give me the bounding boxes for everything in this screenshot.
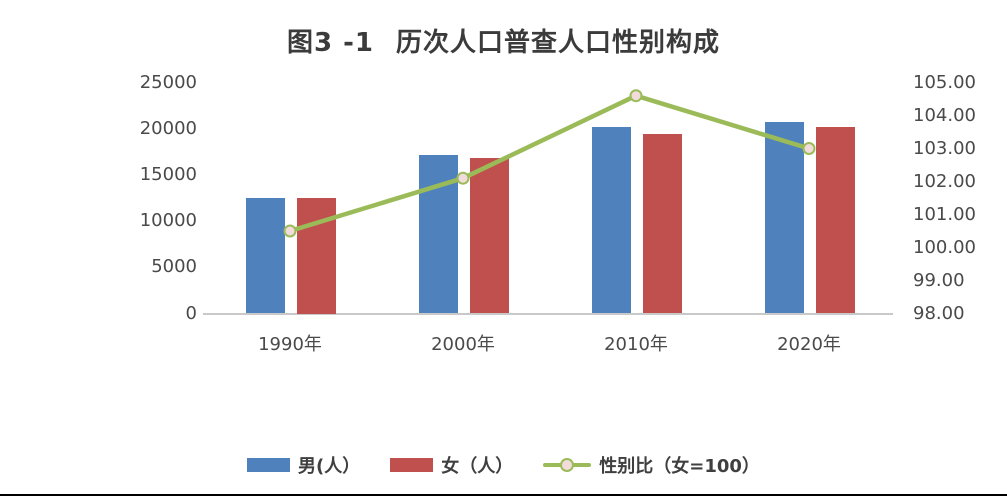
sex-ratio-marker <box>802 142 816 155</box>
female-bar <box>816 127 855 314</box>
chart-title-text: 历次人口普查人口性别构成 <box>396 28 721 58</box>
left-axis-tick-label: 5000 <box>151 256 197 278</box>
male-bar <box>592 126 631 314</box>
right-axis-tick-label: 104.00 <box>913 104 976 126</box>
x-axis-line <box>203 312 893 315</box>
left-axis-tick-label: 25000 <box>139 71 197 93</box>
sex-ratio-marker <box>283 224 297 238</box>
x-axis-category-label: 2020年 <box>777 334 841 355</box>
sex-ratio-line <box>289 93 810 234</box>
right-axis-tick-label: 103.00 <box>913 137 976 159</box>
line-marker-icon <box>560 458 575 472</box>
left-axis-tick-label: 0 <box>185 302 197 324</box>
x-axis-category-label: 1990年 <box>258 334 322 355</box>
male-bar <box>246 197 285 314</box>
legend-item-male: 男(人） <box>247 452 360 478</box>
x-axis-category-label: 2000年 <box>431 334 495 355</box>
left-axis-tick-label: 15000 <box>139 163 197 185</box>
x-axis-category-label: 2010年 <box>604 334 668 355</box>
document-bottom-rule <box>0 494 1007 496</box>
chart-title-prefix: 图3 -1 <box>286 28 374 58</box>
male-series-swatch <box>247 458 291 472</box>
legend-item-female: 女（人） <box>390 452 513 478</box>
female-bar <box>470 158 509 314</box>
right-axis-tick-label: 102.00 <box>913 170 976 192</box>
female-series-swatch <box>390 458 434 472</box>
left-axis-tick-label: 10000 <box>139 210 197 232</box>
female-bar <box>643 134 682 314</box>
sex-ratio-marker <box>456 171 470 185</box>
female-bar <box>297 198 336 314</box>
right-axis-tick-label: 101.00 <box>913 203 976 225</box>
chart-legend: 男(人） 女（人） 性别比（女=100） <box>0 452 1007 478</box>
male-bar <box>765 122 804 314</box>
sex-ratio-series-swatch <box>543 458 592 472</box>
male-bar <box>419 155 458 314</box>
right-axis-tick-label: 98.00 <box>913 302 965 324</box>
right-axis-tick-label: 99.00 <box>913 269 965 291</box>
legend-label-male: 男(人） <box>298 456 361 477</box>
sex-ratio-marker <box>629 89 643 103</box>
legend-label-female: 女（人） <box>441 456 514 477</box>
legend-item-sex-ratio: 性别比（女=100） <box>543 452 760 478</box>
right-axis-tick-label: 100.00 <box>913 236 976 258</box>
right-axis-tick-label: 105.00 <box>913 71 976 93</box>
chart-title: 图3 -1 历次人口普查人口性别构成 <box>0 22 1007 59</box>
left-axis-tick-label: 20000 <box>139 117 197 139</box>
legend-label-sex-ratio: 性别比（女=100） <box>599 456 760 477</box>
